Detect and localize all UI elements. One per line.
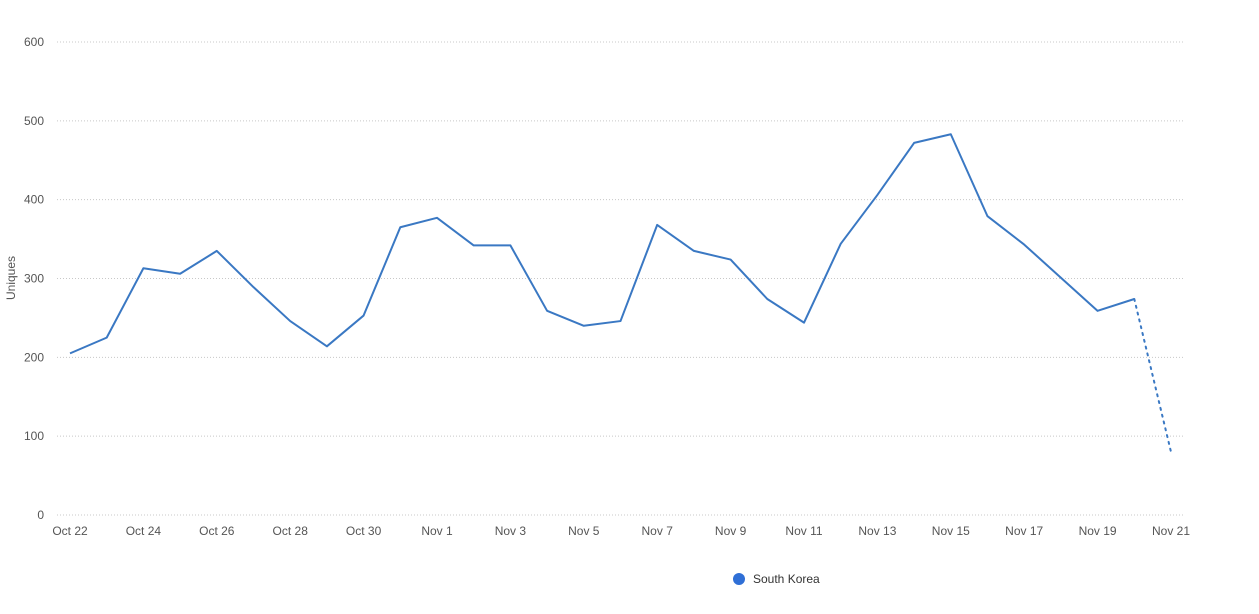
y-tick-label: 200: [24, 350, 44, 364]
data-point-nov-1[interactable]: [434, 215, 440, 221]
y-tick-label: 400: [24, 193, 44, 207]
data-point-oct-26[interactable]: [214, 248, 220, 254]
y-tick-label: 500: [24, 114, 44, 128]
y-tick-label: 300: [24, 272, 44, 286]
data-point-nov-6[interactable]: [618, 318, 624, 324]
y-tick-label: 100: [24, 429, 44, 443]
x-tick-label: Nov 17: [1005, 524, 1043, 538]
x-tick-label: Nov 9: [715, 524, 747, 538]
data-point-nov-14[interactable]: [911, 140, 917, 146]
data-point-nov-11[interactable]: [801, 320, 807, 326]
data-point-nov-19[interactable]: [1095, 308, 1101, 314]
x-tick-label: Oct 30: [346, 524, 382, 538]
data-point-nov-21[interactable]: [1168, 449, 1174, 455]
data-point-nov-2[interactable]: [471, 242, 477, 248]
y-tick-label: 0: [37, 508, 44, 522]
x-tick-label: Oct 22: [52, 524, 88, 538]
y-axis-title: Uniques: [4, 256, 18, 300]
data-point-nov-15[interactable]: [948, 131, 954, 137]
x-tick-label: Nov 11: [785, 524, 822, 538]
data-point-nov-7[interactable]: [654, 222, 660, 228]
data-point-oct-22[interactable]: [67, 350, 73, 356]
x-axis-ticks: Oct 22 Oct 24 Oct 26 Oct 28 Oct 30 Nov 1 Nov 3…: [52, 524, 1190, 538]
x-tick-label: Nov 19: [1079, 524, 1117, 538]
data-point-oct-24[interactable]: [140, 265, 146, 271]
grid-lines: [57, 41, 1183, 516]
series-lines: [67, 131, 1174, 455]
legend: South Korea: [733, 572, 820, 586]
data-point-oct-30[interactable]: [361, 313, 367, 319]
x-tick-label: Oct 28: [273, 524, 309, 538]
data-point-nov-9[interactable]: [728, 257, 734, 263]
data-point-nov-18[interactable]: [1058, 275, 1064, 281]
x-tick-label: Nov 5: [568, 524, 600, 538]
data-point-oct-31[interactable]: [397, 224, 403, 230]
x-tick-label: Oct 24: [126, 524, 162, 538]
data-point-oct-27[interactable]: [251, 284, 257, 290]
x-tick-label: Nov 3: [495, 524, 527, 538]
data-point-nov-16[interactable]: [985, 213, 991, 219]
data-point-oct-28[interactable]: [287, 318, 293, 324]
data-point-nov-20[interactable]: [1131, 296, 1137, 302]
data-point-oct-29[interactable]: [324, 343, 330, 349]
data-point-oct-23[interactable]: [104, 335, 110, 341]
data-point-nov-4[interactable]: [544, 308, 550, 314]
data-point-nov-3[interactable]: [507, 242, 513, 248]
x-tick-label: Nov 1: [421, 524, 453, 538]
x-tick-label: Oct 26: [199, 524, 235, 538]
data-point-oct-25[interactable]: [177, 271, 183, 277]
x-tick-label: Nov 21: [1152, 524, 1190, 538]
data-point-nov-10[interactable]: [764, 296, 770, 302]
data-point-nov-5[interactable]: [581, 323, 587, 329]
x-tick-label: Nov 15: [932, 524, 970, 538]
data-point-nov-13[interactable]: [874, 192, 880, 198]
data-point-nov-8[interactable]: [691, 248, 697, 254]
y-axis-ticks: 0 100 200 300 400 500 600: [24, 35, 44, 522]
y-tick-label: 600: [24, 35, 44, 49]
legend-label-south-korea[interactable]: South Korea: [753, 572, 820, 586]
series-line-partial-period[interactable]: [1133, 297, 1172, 453]
data-point-nov-17[interactable]: [1021, 242, 1027, 248]
legend-swatch-south-korea[interactable]: [733, 573, 745, 585]
x-tick-label: Nov 13: [858, 524, 896, 538]
data-point-nov-12[interactable]: [838, 241, 844, 247]
x-tick-label: Nov 7: [642, 524, 674, 538]
series-line-south-korea[interactable]: [69, 133, 1135, 355]
